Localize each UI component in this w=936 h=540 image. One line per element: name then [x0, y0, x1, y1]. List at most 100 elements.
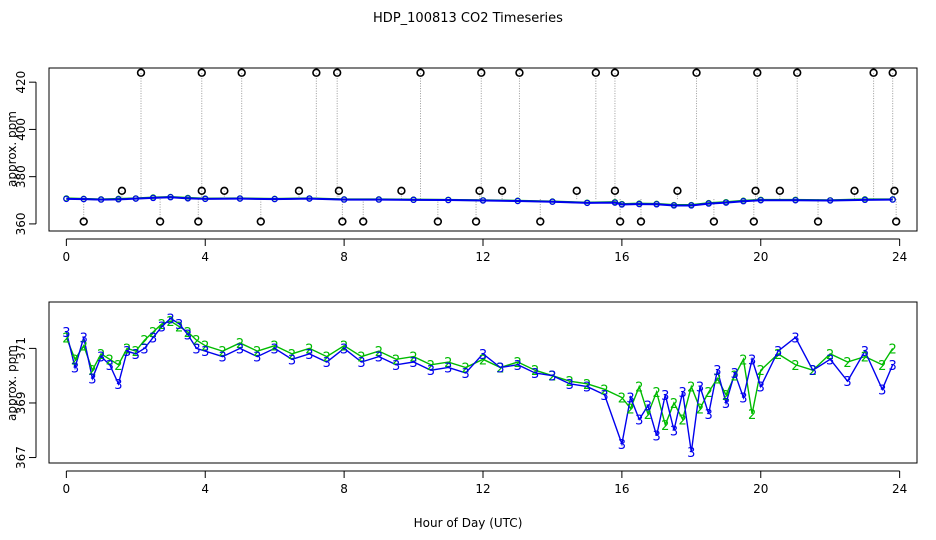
bottom-point-label-3: 3	[878, 383, 886, 398]
bottom-point-label-2: 2	[826, 348, 834, 363]
bottom-point-label-3: 3	[713, 364, 721, 379]
top-point-3	[889, 196, 896, 203]
bottom-point-label-2: 2	[357, 351, 365, 366]
top-flag-marker-high	[692, 68, 701, 77]
bottom-point-label-2: 2	[253, 345, 261, 360]
bottom-point-label-2: 2	[375, 345, 383, 360]
bottom-point-label-3: 3	[340, 342, 348, 357]
bottom-point-label-3: 3	[514, 359, 522, 374]
bottom-point-label-2: 2	[531, 364, 539, 379]
bottom-point-label-3: 3	[106, 359, 114, 374]
bottom-point-label-2: 2	[409, 351, 417, 366]
top-point-3	[445, 196, 452, 204]
bottom-point-label-3: 3	[357, 356, 365, 371]
bottom-x-tick-label: 8	[340, 482, 348, 496]
top-y-tick-label: 380	[14, 165, 28, 188]
top-flag-marker-high	[591, 68, 601, 77]
top-x-tick-label: 4	[201, 250, 209, 264]
bottom-point-label-2: 2	[722, 389, 730, 404]
bottom-point-label-2: 2	[305, 342, 313, 357]
top-y-tick-label: 360	[14, 212, 28, 235]
bottom-point-label-2: 2	[496, 361, 504, 376]
bottom-point-label-2: 2	[791, 359, 799, 374]
top-flag-marker-low	[471, 217, 481, 226]
bottom-x-tick-label: 24	[892, 482, 907, 496]
top-point-3	[167, 194, 174, 201]
top-y-tick-label: 420	[14, 71, 28, 94]
bottom-point-label-2: 2	[236, 337, 244, 352]
top-point-3	[97, 196, 105, 203]
bottom-y-tick-label: 369	[14, 392, 28, 415]
top-flag-marker-low	[256, 217, 265, 226]
top-plot-frame	[48, 67, 918, 232]
bottom-point-label-3: 3	[583, 381, 591, 396]
bottom-point-label-2: 2	[661, 419, 669, 434]
top-x-tick-label: 0	[63, 250, 71, 264]
top-point-3	[757, 197, 764, 204]
bottom-point-label-3: 3	[861, 345, 869, 360]
bottom-point-label-2: 2	[731, 370, 739, 385]
bottom-series-line-3	[65, 317, 894, 453]
bottom-point-label-3: 3	[305, 348, 313, 363]
top-point-3	[202, 195, 209, 203]
bottom-point-label-3: 3	[757, 381, 765, 396]
bottom-point-label-3: 3	[548, 370, 556, 385]
bottom-point-label-2: 2	[158, 318, 166, 333]
top-point-3	[410, 196, 417, 204]
top-flag-markers	[79, 68, 901, 226]
top-flag-marker-mid	[334, 186, 344, 196]
top-flag-marker-mid	[197, 186, 206, 196]
bottom-point-label-2: 2	[652, 386, 660, 401]
top-point-3	[792, 197, 799, 204]
top-point-3	[688, 202, 695, 209]
top-point-3	[722, 199, 730, 206]
bottom-point-label-2: 2	[687, 381, 695, 396]
top-flag-marker-mid	[475, 186, 484, 196]
bottom-point-label-3: 3	[461, 367, 469, 382]
bottom-series-line-2	[65, 320, 894, 428]
bottom-y-tick-label: 367	[14, 446, 28, 469]
top-flag-marker-high	[515, 68, 524, 77]
top-flag-marker-high	[477, 68, 486, 77]
top-flag-marker-high	[237, 68, 246, 77]
top-series-line-3	[66, 196, 893, 207]
bottom-point-label-3: 3	[791, 331, 799, 346]
bottom-point-label-3: 3	[809, 364, 817, 379]
bottom-point-label-2: 2	[140, 334, 148, 349]
bottom-point-label-2: 2	[566, 375, 574, 390]
top-point-3	[271, 195, 278, 203]
bottom-point-label-3: 3	[618, 438, 626, 453]
top-flag-marker-low	[155, 217, 165, 226]
bottom-point-label-3: 3	[731, 367, 739, 382]
bottom-point-label-3: 3	[201, 345, 209, 360]
figure-title: HDP_100813 CO2 Timeseries	[373, 11, 563, 26]
bottom-point-label-2: 2	[713, 372, 721, 387]
bottom-point-label-2: 2	[696, 402, 704, 417]
bottom-point-label-3: 3	[253, 351, 261, 366]
x-axis-label: Hour of Day (UTC)	[414, 516, 523, 530]
bottom-point-label-2: 2	[71, 353, 79, 368]
bottom-x-tick-label: 0	[63, 482, 71, 496]
top-flag-marker-low	[636, 217, 646, 226]
top-x-tick-label: 12	[475, 250, 490, 264]
top-flag-marker-low	[813, 217, 823, 226]
top-flag-marker-mid	[673, 186, 682, 196]
bottom-point-label-2: 2	[757, 364, 765, 379]
bottom-point-label-3: 3	[739, 392, 747, 407]
top-flag-marker-high	[416, 68, 425, 77]
top-point-3	[340, 196, 348, 203]
bottom-point-label-2: 2	[271, 340, 279, 355]
top-point-3	[236, 195, 244, 202]
bottom-point-label-3: 3	[661, 389, 669, 404]
top-point-3	[63, 195, 70, 203]
bottom-point-label-2: 2	[600, 383, 608, 398]
top-flag-marker-mid	[610, 186, 620, 196]
bottom-point-label-2: 2	[175, 321, 183, 336]
bottom-x-tick-label: 12	[475, 482, 490, 496]
bottom-point-label-3: 3	[88, 372, 96, 387]
bottom-plot-frame	[48, 301, 918, 464]
top-point-3	[549, 198, 556, 205]
bottom-point-label-3: 3	[635, 413, 643, 428]
bottom-point-label-3: 3	[687, 446, 695, 461]
